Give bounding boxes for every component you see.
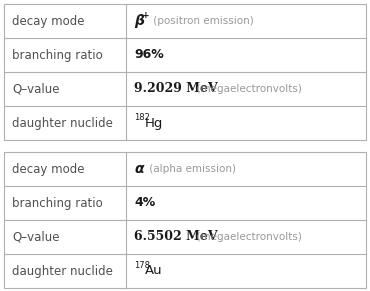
Text: branching ratio: branching ratio <box>12 49 103 61</box>
Text: +: + <box>142 12 149 20</box>
Text: 6.5502 MeV: 6.5502 MeV <box>134 230 218 244</box>
Text: β: β <box>134 14 144 28</box>
Text: 9.2029 MeV: 9.2029 MeV <box>134 83 218 95</box>
Text: α: α <box>134 162 144 176</box>
Text: (megaelectronvolts): (megaelectronvolts) <box>190 84 302 94</box>
Text: decay mode: decay mode <box>12 162 84 175</box>
Text: Q–value: Q–value <box>12 83 60 95</box>
Text: Hg: Hg <box>145 116 164 129</box>
Text: daughter nuclide: daughter nuclide <box>12 116 113 129</box>
Text: branching ratio: branching ratio <box>12 196 103 210</box>
Text: daughter nuclide: daughter nuclide <box>12 265 113 278</box>
Bar <box>4 152 366 288</box>
Text: 178: 178 <box>134 262 150 271</box>
Text: 4%: 4% <box>134 196 155 210</box>
Bar <box>4 4 366 140</box>
Text: decay mode: decay mode <box>12 15 84 28</box>
Text: 96%: 96% <box>134 49 164 61</box>
Text: (positron emission): (positron emission) <box>150 16 254 26</box>
Text: (megaelectronvolts): (megaelectronvolts) <box>190 232 302 242</box>
Text: Au: Au <box>145 265 163 278</box>
Text: 182: 182 <box>134 113 150 123</box>
Text: (alpha emission): (alpha emission) <box>146 164 236 174</box>
Text: Q–value: Q–value <box>12 230 60 244</box>
